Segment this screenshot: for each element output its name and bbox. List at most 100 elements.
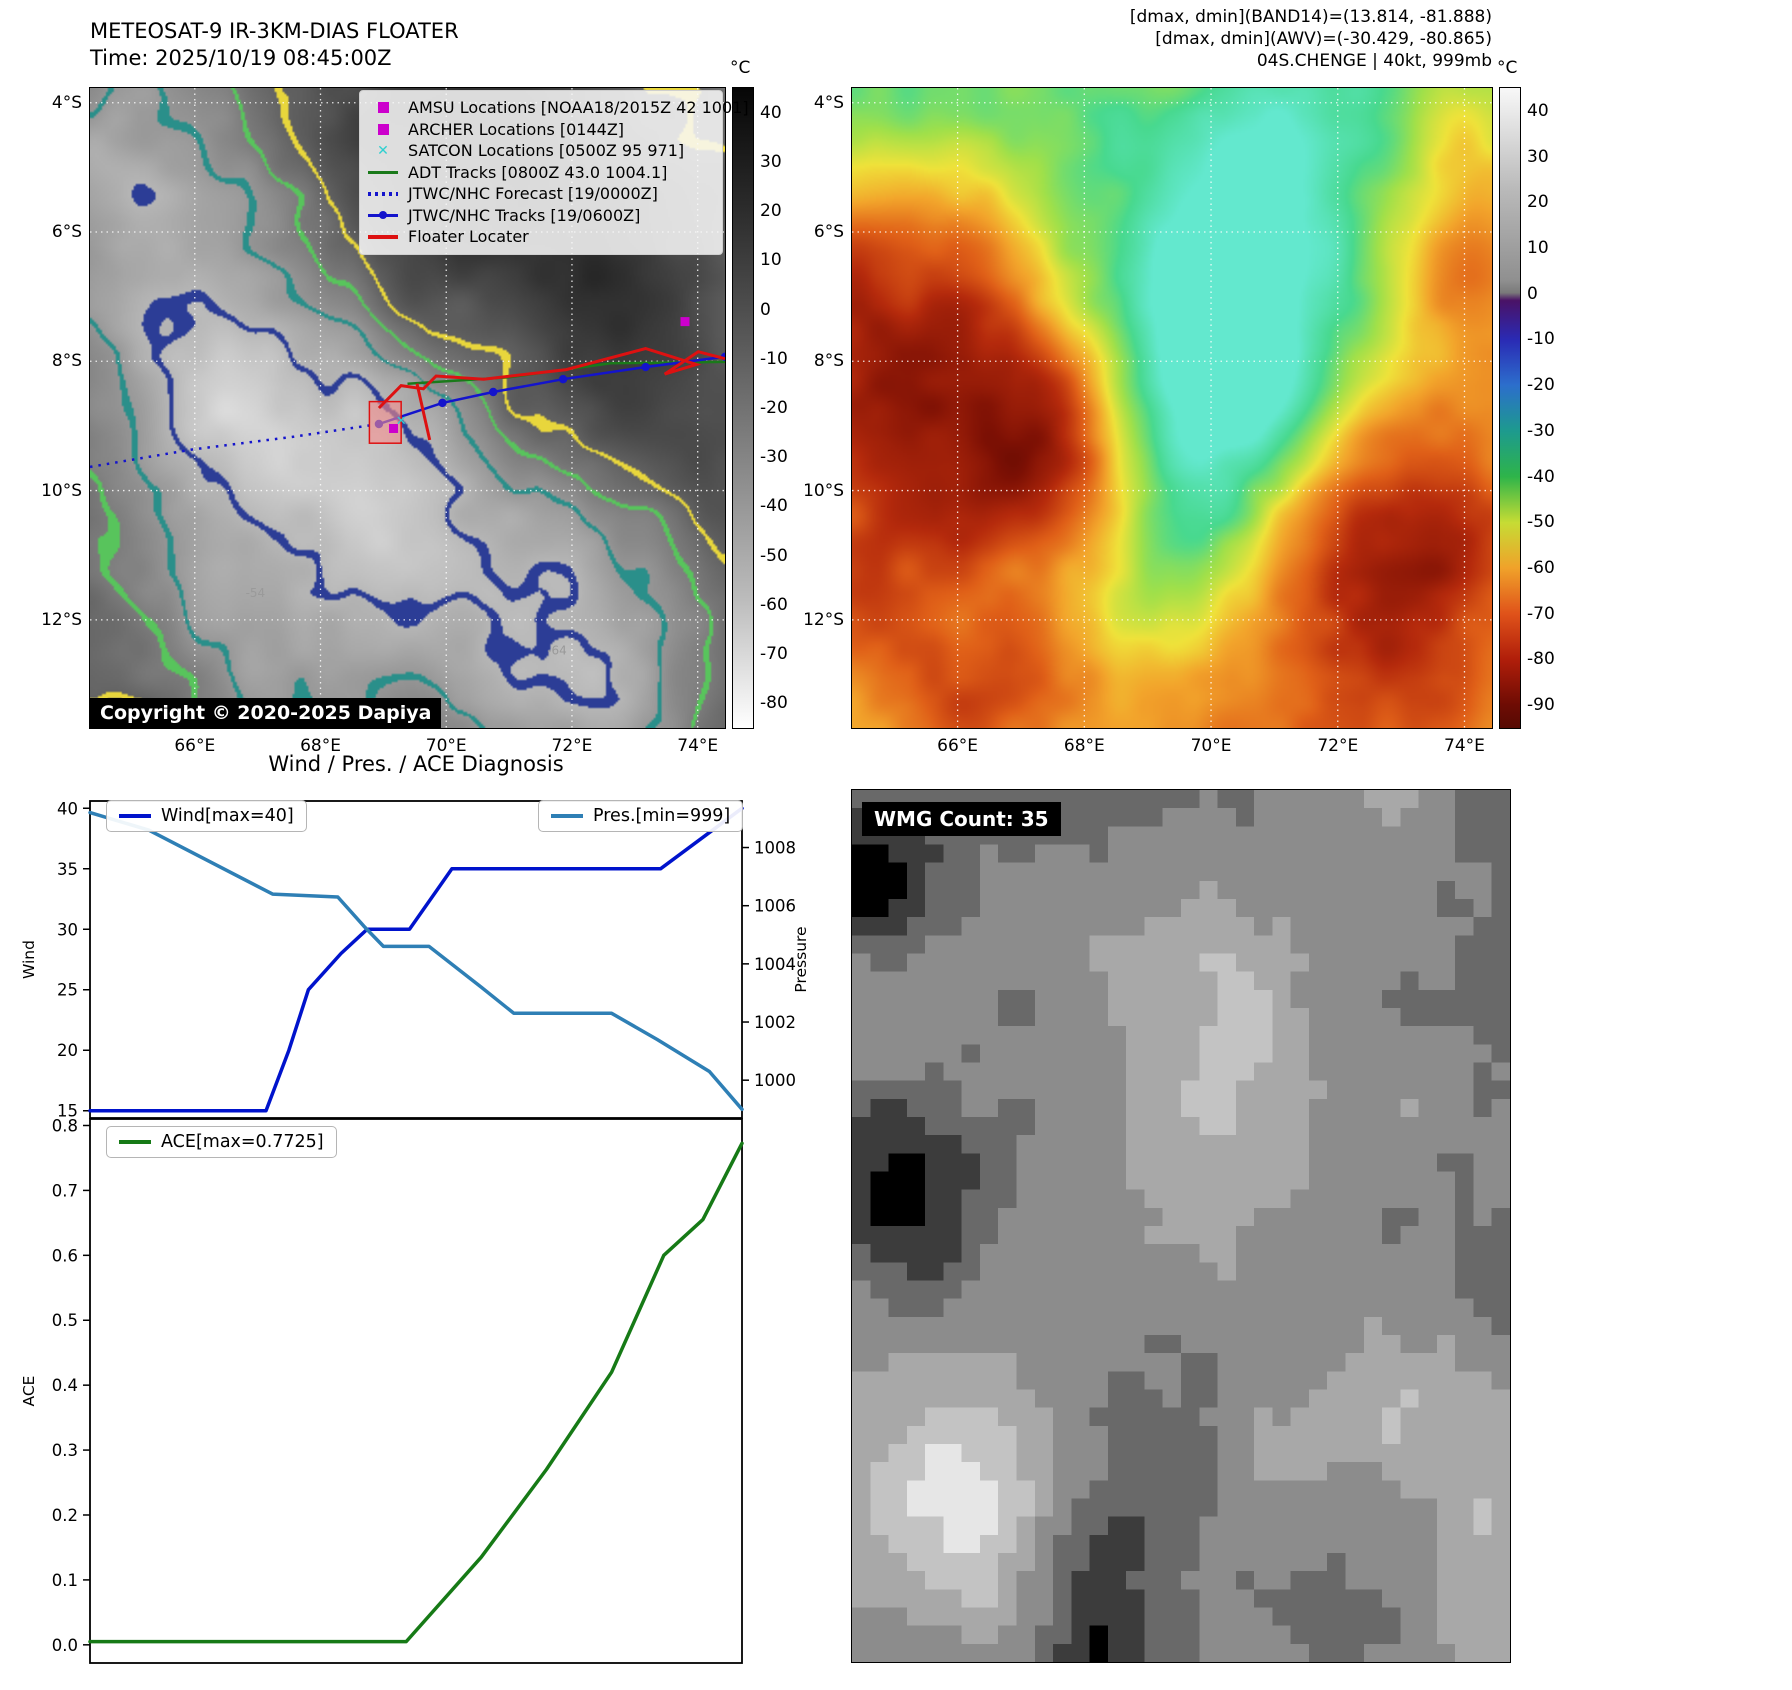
svg-text:25: 25 [57, 981, 78, 1000]
svg-text:15: 15 [57, 1102, 78, 1120]
map-x-tick-label: 70°E [425, 736, 467, 756]
wind-legend: Wind[max=40] [106, 800, 307, 832]
map-y-tick-label: 12°S [803, 609, 844, 630]
colorbar-tick-label: -20 [1527, 375, 1555, 396]
legend-marker-line-icon [364, 170, 402, 174]
map-x-tick-label: 70°E [1190, 736, 1232, 756]
colorbar-tick-label: -60 [1527, 558, 1555, 578]
colorbar-tick-label: 30 [1527, 146, 1549, 167]
map-legend-item: JTWC/NHC Forecast [19/0000Z] [364, 183, 716, 205]
map-y-tick-label: 8°S [51, 351, 82, 372]
color-colorbar-unit: °C [1497, 58, 1518, 78]
wmg-count-label: WMG Count: 35 [862, 802, 1061, 836]
map-legend-item: ADT Tracks [0800Z 43.0 1004.1] [364, 162, 716, 184]
gray-colorbar [732, 87, 754, 729]
copyright-label: Copyright © 2020-2025 Dapiya [90, 698, 442, 728]
wmg-pixel-image [852, 790, 1510, 1662]
awv-range-label: [dmax, dmin](AWV)=(-30.429, -80.865) [1155, 29, 1492, 49]
band14-range-label: [dmax, dmin](BAND14)=(13.814, -81.888) [1129, 7, 1492, 27]
colorbar-tick-label: -80 [1527, 649, 1555, 670]
svg-text:1002: 1002 [754, 1013, 796, 1032]
svg-text:35: 35 [57, 860, 78, 879]
ace-legend-line-icon [119, 1140, 151, 1144]
colorbar-tick-label: -30 [1527, 420, 1555, 441]
legend-marker-square-icon [364, 123, 402, 135]
right-header-block: [dmax, dmin](BAND14)=(13.814, -81.888) [… [1000, 6, 1492, 72]
map-legend-label: JTWC/NHC Tracks [19/0600Z] [408, 205, 641, 225]
ace-chart: 0.0 0.1 0.2 0.3 0.4 0.5 0.6 0.7 0.8 ACE [20, 1118, 744, 1664]
map-legend-label: AMSU Locations [NOAA18/2015Z 42 1001] [408, 98, 749, 118]
svg-text:ACE: ACE [20, 1376, 38, 1407]
map-x-tick-label: 66°E [937, 736, 979, 756]
map-x-tick-label: 68°E [300, 736, 341, 756]
map-legend-label: SATCON Locations [0500Z 95 971] [408, 141, 685, 161]
map-x-tick-label: 74°E [1444, 736, 1485, 756]
wind-legend-line-icon [119, 814, 151, 818]
wind-pressure-chart: 15 20 25 30 35 40 1000 1002 1004 1006 1008 Wind Pres… [20, 799, 810, 1120]
map-legend-label: Floater Locater [408, 227, 529, 247]
map-y-tick-label: 8°S [813, 351, 844, 372]
colorbar-tick-label: 20 [1527, 192, 1549, 213]
ace-legend-label: ACE[max=0.7725] [161, 1132, 324, 1152]
ace-legend: ACE[max=0.7725] [106, 1126, 337, 1158]
map-y-tick-label: 4°S [813, 92, 844, 113]
colorbar-tick-label: 20 [760, 201, 782, 222]
map-legend-item: ✕ SATCON Locations [0500Z 95 971] [364, 140, 716, 162]
svg-text:0.3: 0.3 [52, 1441, 78, 1460]
colorbar-tick-label: -80 [760, 693, 788, 714]
colorbar-tick-label: -20 [760, 398, 788, 418]
colorbar-tick-label: -30 [760, 447, 788, 468]
map-legend-item: ARCHER Locations [0144Z] [364, 119, 716, 141]
svg-text:30: 30 [57, 920, 78, 939]
left-title-block: METEOSAT-9 IR-3KM-DIAS FLOATER Time: 202… [90, 18, 459, 72]
svg-text:0.8: 0.8 [52, 1118, 78, 1135]
map-legend-item: Floater Locater [364, 226, 716, 248]
colorbar-tick-label: 40 [1527, 100, 1549, 121]
svg-text:0.1: 0.1 [52, 1571, 78, 1590]
map-y-tick-label: 4°S [51, 92, 82, 113]
map-x-tick-label: 66°E [174, 736, 216, 756]
colorbar-tick-label: -70 [760, 644, 788, 665]
svg-text:40: 40 [57, 799, 78, 818]
map-legend-item: JTWC/NHC Tracks [19/0600Z] [364, 205, 716, 227]
colorbar-tick-label: 0 [1527, 283, 1538, 304]
svg-text:1004: 1004 [754, 955, 796, 974]
svg-text:1006: 1006 [754, 897, 796, 916]
map-x-tick-label: 74°E [677, 736, 719, 756]
colorbar-tick-label: -10 [760, 348, 788, 369]
legend-marker-line-dot-icon [364, 211, 402, 219]
map-legend-label: ARCHER Locations [0144Z] [408, 119, 625, 139]
map-y-tick-label: 10°S [803, 480, 844, 501]
storm-id-intensity-label: 04S.CHENGE | 40kt, 999mb [1256, 51, 1492, 71]
ir-color-satellite-panel [851, 87, 1493, 729]
ir-gray-satellite-panel: ✕ -54 -64 AMSU Locations [NOAA18/2015Z 42 … [89, 87, 749, 729]
legend-marker-square-icon [364, 102, 402, 114]
legend-marker-dotted-icon [364, 192, 402, 196]
colorbar-tick-label: -40 [1527, 466, 1555, 487]
svg-text:0.4: 0.4 [52, 1376, 78, 1395]
map-legend: AMSU Locations [NOAA18/2015Z 42 1001] ARC… [359, 90, 749, 255]
colorbar-tick-label: -10 [1527, 329, 1555, 350]
svg-text:Pressure: Pressure [792, 926, 810, 992]
map-legend-label: JTWC/NHC Forecast [19/0000Z] [408, 184, 658, 204]
map-x-tick-label: 72°E [551, 736, 593, 756]
wind-legend-label: Wind[max=40] [161, 806, 294, 826]
map-y-tick-label: 6°S [813, 222, 844, 242]
svg-text:0.2: 0.2 [52, 1506, 78, 1525]
series-Pres.[min=999] [88, 810, 744, 1112]
legend-marker-line-icon [364, 235, 402, 239]
legend-marker-x-icon: ✕ [377, 142, 389, 159]
pressure-legend-line-icon [551, 814, 583, 818]
colorbar-tick-label: 0 [760, 299, 771, 320]
svg-text:0.0: 0.0 [52, 1636, 78, 1655]
color-colorbar [1499, 87, 1521, 729]
left-panel-title: METEOSAT-9 IR-3KM-DIAS FLOATER [90, 19, 459, 43]
left-panel-time: Time: 2025/10/19 08:45:00Z [90, 46, 392, 70]
map-y-tick-label: 12°S [41, 609, 82, 630]
colorbar-tick-label: -60 [760, 594, 788, 615]
series-Wind[max=40] [88, 806, 744, 1113]
svg-text:1008: 1008 [754, 839, 796, 858]
svg-text:20: 20 [57, 1041, 78, 1060]
map-x-tick-label: 72°E [1317, 736, 1359, 756]
